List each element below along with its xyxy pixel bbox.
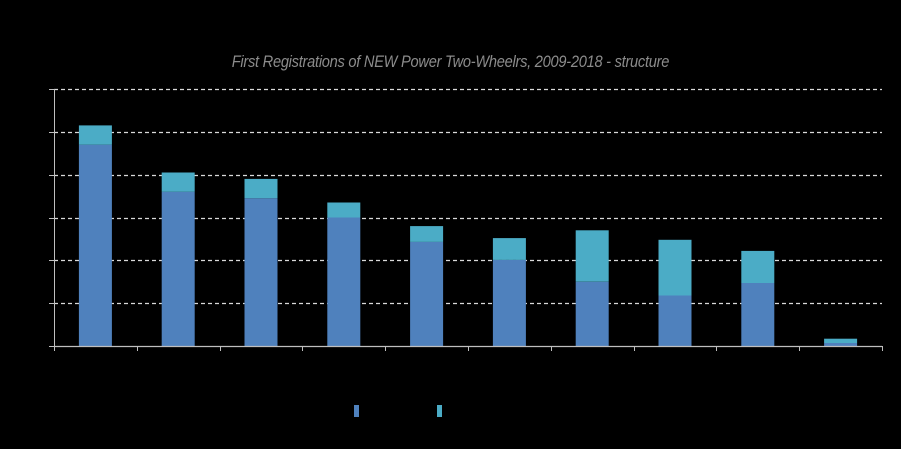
bar-segment-2-cat-5 xyxy=(410,226,444,242)
bar-segment-2-cat-3 xyxy=(244,178,278,199)
axes xyxy=(49,89,883,351)
bar-segment-2-cat-10 xyxy=(824,338,858,343)
legend-swatch-series-1 xyxy=(354,405,359,417)
bar-segment-1-cat-6 xyxy=(492,259,526,346)
bar-segment-2-cat-7 xyxy=(575,230,609,282)
bar-segment-1-cat-8 xyxy=(658,295,692,346)
bar-segment-1-cat-7 xyxy=(575,281,609,347)
bar-segment-2-cat-8 xyxy=(658,239,692,296)
bar-segment-1-cat-10 xyxy=(824,343,858,346)
bar-segment-1-cat-1 xyxy=(78,144,112,346)
chart-title: First Registrations of NEW Power Two-Whe… xyxy=(231,52,670,71)
bar-segment-1-cat-4 xyxy=(327,217,361,346)
bar-segment-1-cat-9 xyxy=(741,283,775,346)
legend-swatch-series-2 xyxy=(437,405,442,417)
bar-segment-2-cat-9 xyxy=(741,250,775,283)
bars xyxy=(78,125,858,347)
bar-segment-1-cat-3 xyxy=(244,198,278,346)
bar-segment-1-cat-2 xyxy=(161,191,195,346)
bar-segment-2-cat-2 xyxy=(161,172,195,192)
bar-segment-2-cat-1 xyxy=(78,125,112,145)
bar-segment-2-cat-4 xyxy=(327,202,361,218)
bar-segment-2-cat-6 xyxy=(492,238,526,260)
bar-segment-1-cat-5 xyxy=(410,241,444,346)
